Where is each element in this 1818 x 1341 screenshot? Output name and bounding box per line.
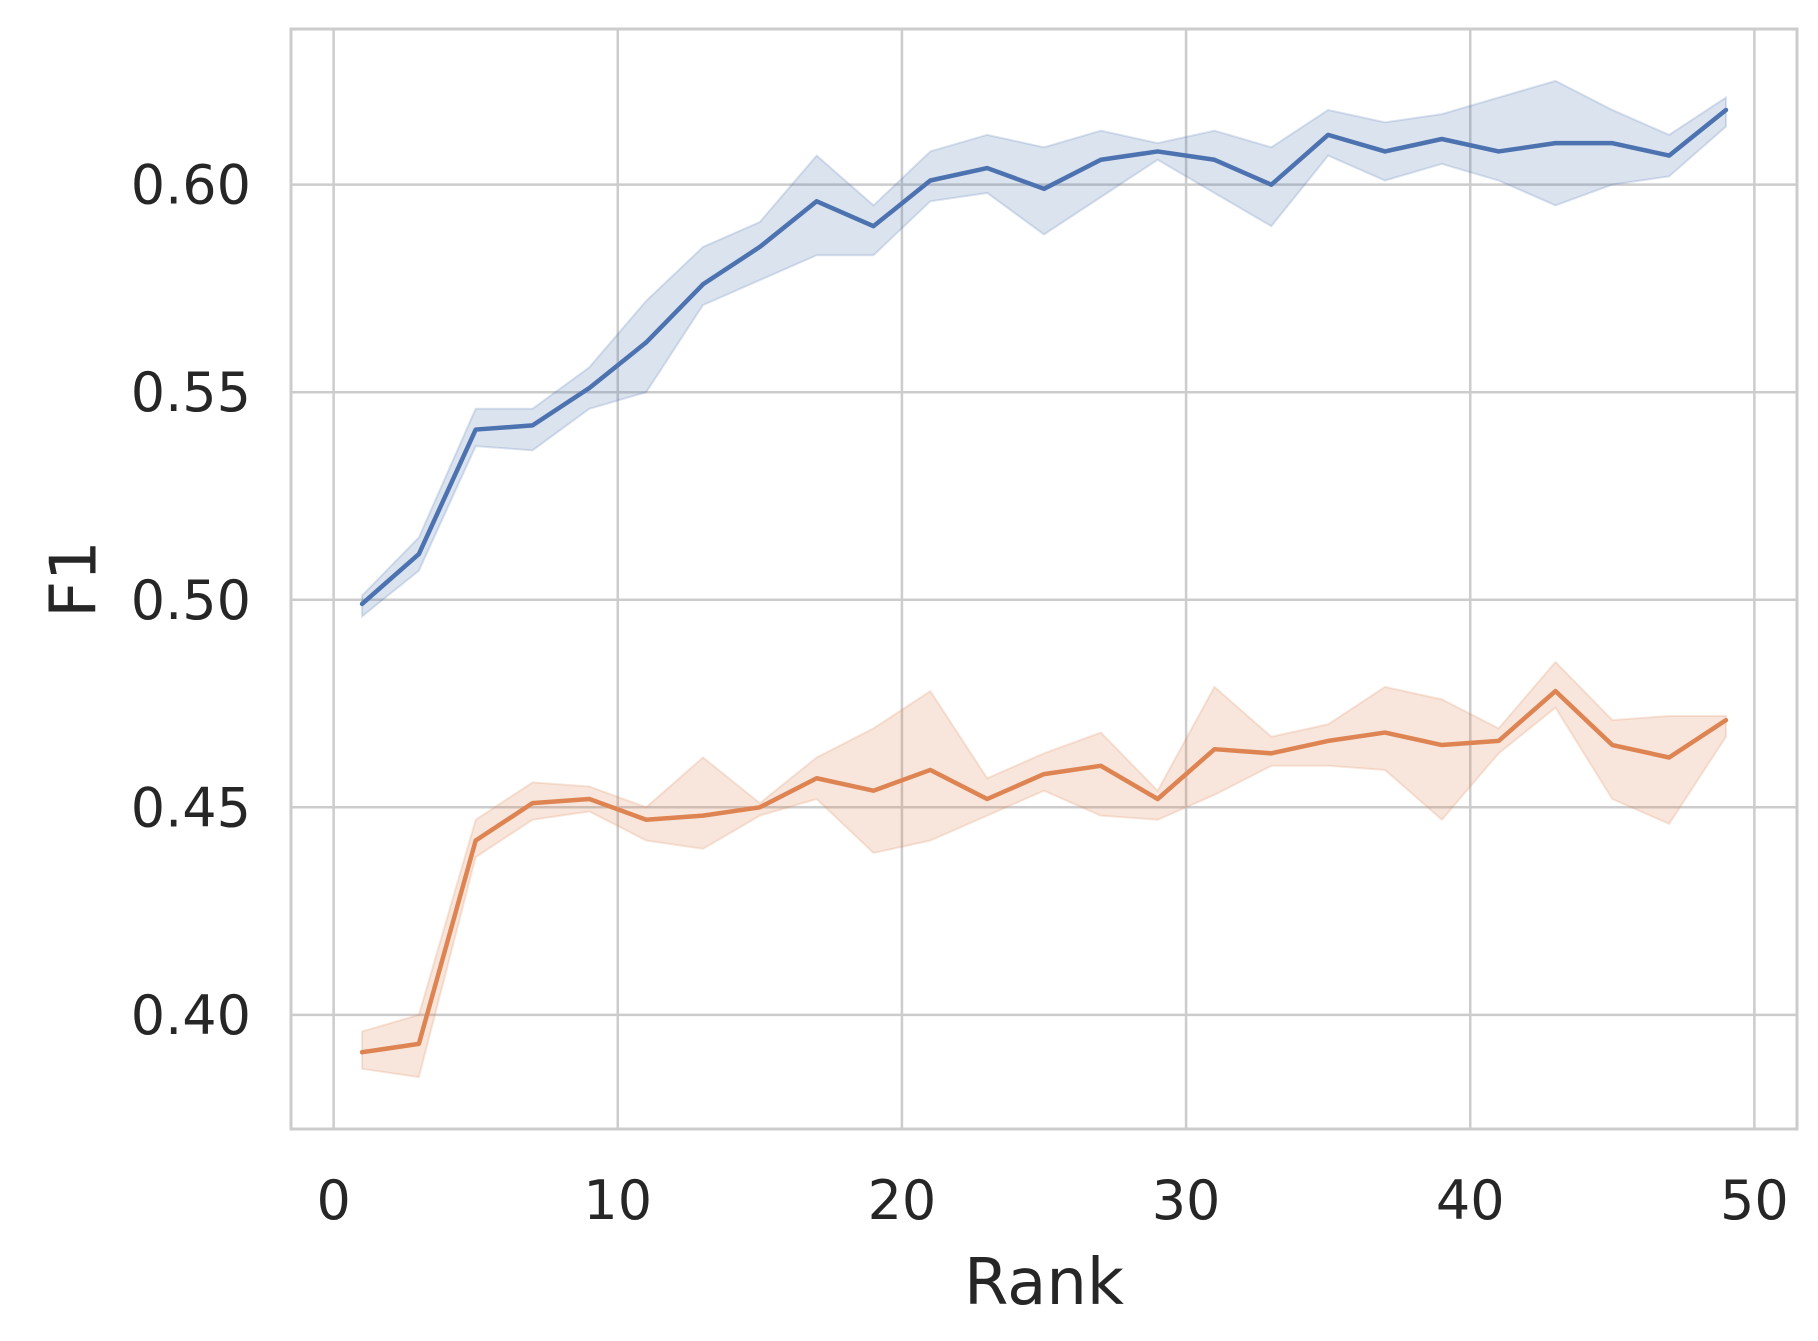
x-tick-label: 40 <box>1436 1169 1505 1232</box>
y-tick-label: 0.40 <box>131 984 251 1047</box>
y-tick-label: 0.55 <box>131 361 251 424</box>
series-lines <box>359 107 1729 1055</box>
y-tick-label: 0.50 <box>131 569 251 632</box>
confidence-bands <box>361 79 1727 1079</box>
x-tick-label: 0 <box>316 1169 350 1232</box>
x-gridlines <box>332 29 1756 1129</box>
x-tick-labels: 0 10 20 30 40 50 <box>316 1169 1788 1232</box>
confidence-band-series-1 <box>361 79 1727 619</box>
y-axis-label: F1 <box>38 540 112 618</box>
x-tick-label: 20 <box>868 1169 937 1232</box>
series-line-1 <box>359 107 1729 607</box>
confidence-band-series-2 <box>361 660 1727 1079</box>
x-tick-label: 10 <box>583 1169 652 1232</box>
y-tick-label: 0.60 <box>131 154 251 217</box>
x-tick-label: 50 <box>1720 1169 1789 1232</box>
y-tick-label: 0.45 <box>131 776 251 839</box>
y-gridlines <box>291 183 1797 1017</box>
plot-frame <box>289 27 1799 1131</box>
y-tick-labels: 0.40 0.45 0.50 0.55 0.60 <box>131 154 251 1047</box>
x-axis-label: Rank <box>964 1246 1124 1320</box>
x-tick-label: 30 <box>1152 1169 1221 1232</box>
series-line-2 <box>359 688 1729 1055</box>
